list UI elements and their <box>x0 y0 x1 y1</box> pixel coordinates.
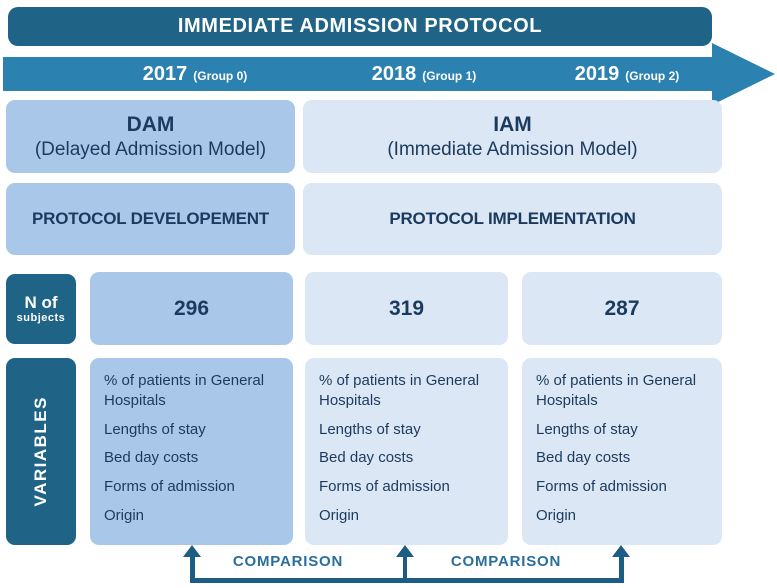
dam-abbr: DAM <box>126 112 175 136</box>
variable-item: Origin <box>104 506 145 524</box>
variables-list-2019: % of patients in General Hospitals Lengt… <box>522 358 722 545</box>
model-box-iam: IAM (Immediate Admission Model) <box>303 100 722 173</box>
variable-item: Origin <box>536 506 577 524</box>
model-box-dam: DAM (Delayed Admission Model) <box>6 100 295 173</box>
variable-item: Bed day costs <box>319 449 414 467</box>
iam-abbr: IAM <box>493 112 532 136</box>
timeline-arrowhead-icon <box>712 43 775 105</box>
variable-item: Forms of admission <box>104 478 235 496</box>
comparison-bracket-line <box>190 578 624 583</box>
variable-item: Lengths of stay <box>104 420 206 438</box>
up-arrow-stem <box>190 556 195 583</box>
variables-label-box: VARIABLES <box>6 358 76 545</box>
up-arrow-stem <box>403 556 407 578</box>
iam-full-name: (Immediate Admission Model) <box>387 138 638 160</box>
comparison-label-1: COMPARISON <box>232 553 344 570</box>
up-arrow-icon <box>183 545 201 557</box>
year-label-2018: 2018 (Group 1) <box>371 62 477 85</box>
up-arrow-icon <box>396 545 414 557</box>
variables-list-2018: % of patients in General Hospitals Lengt… <box>305 358 508 545</box>
up-arrow-icon <box>612 545 630 557</box>
variables-list-2017: % of patients in General Hospitals Lengt… <box>90 358 293 545</box>
variable-item: % of patients in General Hospitals <box>104 372 265 409</box>
variable-item: Forms of admission <box>319 478 450 496</box>
variable-item: Forms of admission <box>536 478 667 496</box>
phase-box-development: PROTOCOL DEVELOPEMENT <box>6 183 295 255</box>
year-label-2017: 2017 (Group 0) <box>142 62 248 85</box>
variable-item: Lengths of stay <box>536 420 638 438</box>
variable-item: Origin <box>319 506 360 524</box>
page-title: IMMEDIATE ADMISSION PROTOCOL <box>177 15 543 37</box>
title-bar: IMMEDIATE ADMISSION PROTOCOL <box>8 7 712 46</box>
variable-item: Bed day costs <box>536 449 631 467</box>
variable-item: % of patients in General Hospitals <box>536 372 697 409</box>
variable-item: Bed day costs <box>104 449 199 467</box>
timeline-arrow-band <box>3 57 712 91</box>
comparison-label-2: COMPARISON <box>450 553 562 570</box>
subjects-count-2018: 319 <box>305 272 508 345</box>
up-arrow-stem <box>619 556 624 583</box>
dam-full-name: (Delayed Admission Model) <box>34 138 267 160</box>
phase-box-implementation: PROTOCOL IMPLEMENTATION <box>303 183 722 255</box>
variable-item: Lengths of stay <box>319 420 421 438</box>
variable-item: % of patients in General Hospitals <box>319 372 480 409</box>
subjects-count-2017: 296 <box>90 272 293 345</box>
subjects-count-2019: 287 <box>522 272 722 345</box>
year-label-2019: 2019 (Group 2) <box>574 62 680 85</box>
subjects-label-box: N of subjects <box>6 274 76 344</box>
